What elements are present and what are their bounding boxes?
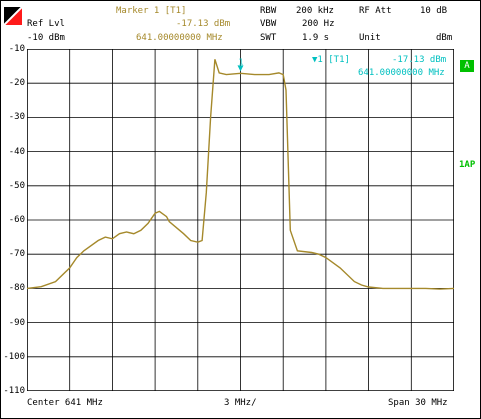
y-tick-label: -100 — [3, 351, 25, 362]
marker-number: 1 — [239, 57, 244, 66]
unit-value: dBm — [436, 33, 453, 43]
swt-value: 1.9 s — [302, 33, 330, 43]
swt-label: SWT — [260, 33, 277, 43]
marker-triangle — [237, 65, 244, 72]
y-tick-label: -70 — [8, 249, 25, 260]
marker-readout-frequency: 641.00000000 MHz — [358, 68, 445, 78]
rbw-value: 200 kHz — [296, 6, 334, 16]
spectrum-plot: 1 — [27, 49, 454, 391]
y-tick-label: -10 — [8, 44, 25, 54]
graticule — [27, 49, 454, 391]
vbw-label: VBW — [260, 19, 277, 29]
y-tick-label: -20 — [8, 78, 25, 89]
rohde-schwarz-logo — [4, 7, 22, 25]
rf-att-label: RF Att — [359, 6, 392, 16]
marker-1: 1 — [237, 57, 244, 72]
frequency-span: Span 30 MHz — [388, 398, 448, 408]
trace-a-badge[interactable]: A — [460, 60, 474, 72]
ref-lvl-label: Ref Lvl — [27, 19, 65, 29]
detector-label: 1AP — [459, 160, 476, 170]
y-tick-label: -40 — [8, 146, 25, 157]
y-tick-label: -60 — [8, 215, 25, 225]
y-tick-label: -80 — [8, 283, 25, 294]
rbw-label: RBW — [260, 6, 277, 16]
marker-readout-level: -17.13 dBm — [392, 55, 447, 65]
marker-readout-title: ▼1 [T1] — [312, 55, 350, 65]
y-tick-label: -90 — [8, 317, 25, 328]
vbw-value: 200 Hz — [302, 19, 335, 29]
y-tick-label: -30 — [8, 112, 25, 123]
ref-lvl-value: -10 dBm — [27, 33, 65, 43]
y-tick-label: -110 — [3, 386, 25, 396]
y-tick-label: -50 — [8, 180, 25, 191]
marker-title: Marker 1 [T1] — [116, 6, 187, 16]
frequency-per-division: 3 MHz/ — [224, 398, 257, 408]
marker-frequency: 641.00000000 MHz — [136, 33, 223, 43]
unit-label: Unit — [359, 33, 381, 43]
center-frequency: Center 641 MHz — [27, 398, 103, 408]
marker-level: -17.13 dBm — [176, 19, 231, 29]
rf-att-value: 10 dB — [420, 6, 448, 16]
trace-1 — [27, 59, 454, 290]
